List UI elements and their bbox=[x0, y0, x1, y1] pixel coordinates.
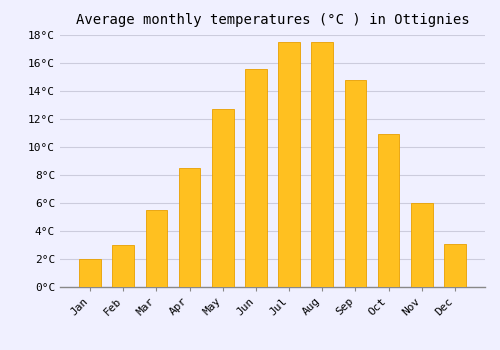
Bar bbox=[278, 42, 300, 287]
Bar bbox=[344, 80, 366, 287]
Bar bbox=[80, 259, 101, 287]
Bar bbox=[312, 42, 333, 287]
Bar bbox=[411, 203, 432, 287]
Bar bbox=[212, 109, 234, 287]
Bar bbox=[146, 210, 167, 287]
Title: Average monthly temperatures (°C ) in Ottignies: Average monthly temperatures (°C ) in Ot… bbox=[76, 13, 469, 27]
Bar bbox=[179, 168, 201, 287]
Bar bbox=[112, 245, 134, 287]
Bar bbox=[245, 69, 266, 287]
Bar bbox=[378, 134, 400, 287]
Bar bbox=[444, 244, 466, 287]
